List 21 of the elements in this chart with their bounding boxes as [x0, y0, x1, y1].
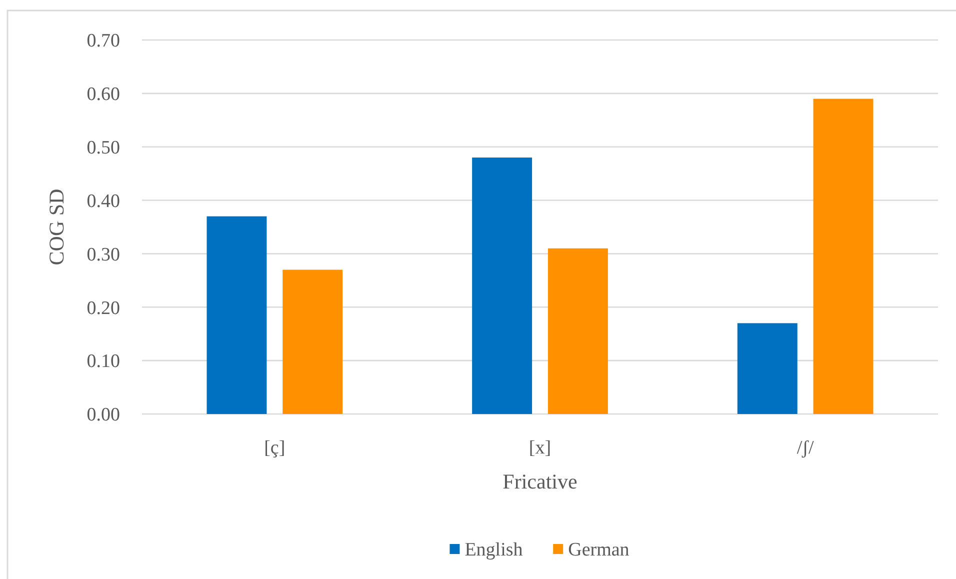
legend-label: German [568, 540, 630, 561]
y-tick-label: 0.30 [86, 244, 120, 266]
y-tick-label: 0.40 [86, 190, 120, 212]
bar [206, 216, 267, 414]
x-tick-label: [ç] [264, 438, 286, 459]
y-tick-label: 0.10 [86, 351, 120, 372]
bar [813, 98, 874, 414]
x-tick-label: /ʃ/ [796, 438, 814, 459]
y-tick-label: 0.70 [86, 30, 120, 52]
y-tick-label: 0.60 [86, 84, 120, 106]
x-tick-label: [x] [528, 438, 552, 459]
legend-label: English [464, 540, 524, 561]
x-axis-title: Fricative [502, 469, 578, 494]
bar [548, 248, 608, 414]
y-tick-label: 0.50 [86, 138, 120, 159]
y-axis-title: COG SD [44, 188, 68, 266]
y-tick-label: 0.00 [86, 404, 120, 426]
bar [472, 158, 532, 414]
bar [737, 323, 798, 414]
y-tick-label: 0.20 [86, 298, 120, 319]
bar [282, 270, 343, 414]
